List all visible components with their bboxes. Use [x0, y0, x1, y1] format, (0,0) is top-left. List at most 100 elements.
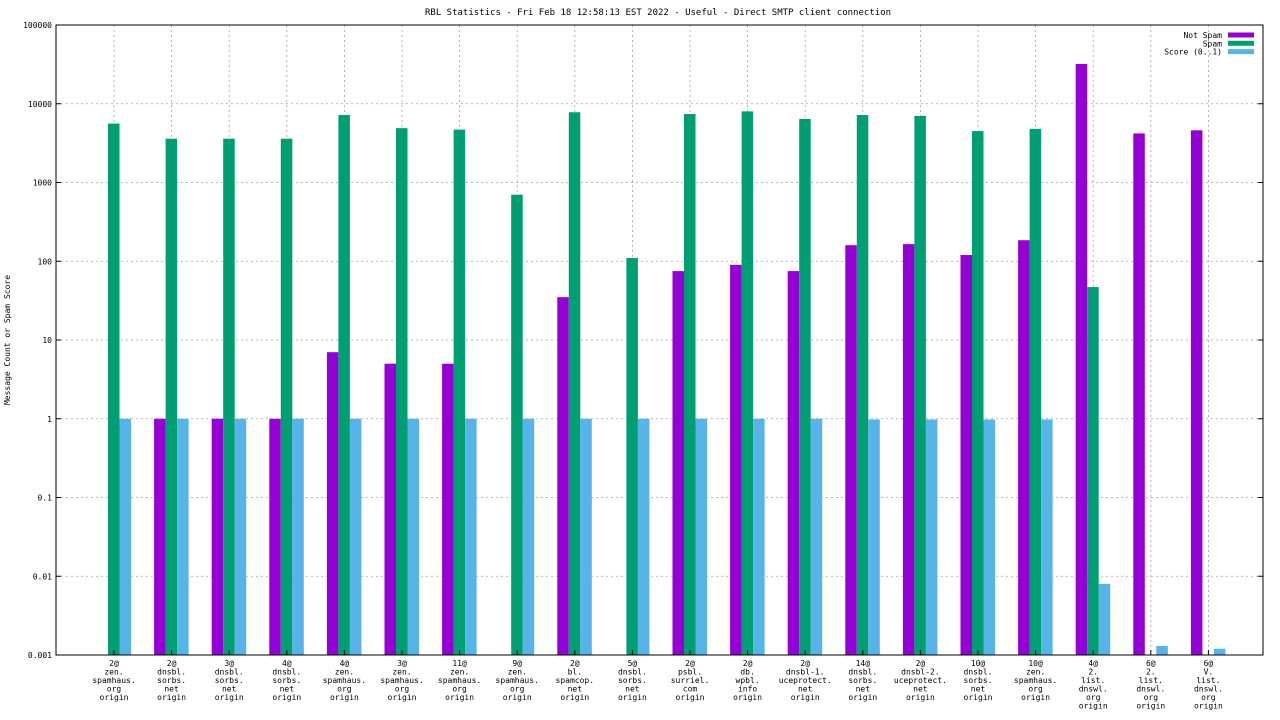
bar-not-spam — [384, 363, 396, 655]
x-category-label: net — [164, 685, 179, 694]
bar-score-0-1 — [349, 418, 362, 655]
x-category-label: uceprotect. — [894, 676, 947, 685]
legend-label: Not Spam — [1183, 31, 1222, 40]
x-category-label: sorbs. — [215, 676, 244, 685]
x-category-label: 11@ — [452, 659, 467, 668]
bar-not-spam — [1075, 63, 1088, 656]
legend-swatch — [1228, 40, 1254, 46]
x-category-label: list. — [1139, 676, 1163, 685]
x-category-label: 5@ — [628, 659, 638, 668]
x-category-label: origin — [330, 693, 359, 702]
x-axis-categories: 2@zen.spamhaus.orgorigin2@dnsbl.sorbs.ne… — [92, 659, 1223, 711]
bar-not-spam — [1018, 240, 1030, 656]
y-tick-label: 100 — [38, 257, 53, 266]
x-category-label: net — [222, 685, 237, 694]
x-category-label: info — [738, 685, 757, 694]
bar-spam — [626, 257, 638, 655]
bar-score-0-1 — [1156, 646, 1168, 655]
bar-not-spam — [269, 418, 281, 655]
x-category-label: 2. — [1088, 668, 1098, 677]
x-category-label: 6@ — [1204, 659, 1214, 668]
x-category-label: net — [798, 685, 813, 694]
x-category-label: origin — [733, 693, 762, 702]
x-category-label: 6@ — [1146, 659, 1156, 668]
x-category-label: spamhaus. — [380, 676, 423, 685]
legend-swatch — [1228, 32, 1254, 38]
bar-spam — [741, 111, 754, 656]
x-category-label: bl. — [568, 668, 582, 677]
bar-spam — [108, 123, 120, 655]
x-category-label: dnsbl-2. — [901, 668, 940, 677]
x-category-label: dnsbl. — [618, 668, 647, 677]
x-category-label: dnsbl. — [272, 668, 301, 677]
x-category-label: org — [1201, 693, 1216, 702]
bar-score-0-1 — [637, 418, 650, 655]
bar-score-0-1 — [868, 419, 880, 655]
x-category-label: net — [625, 685, 640, 694]
bar-score-0-1 — [695, 418, 707, 655]
x-category-label: dnsbl. — [964, 668, 993, 677]
x-category-label: 3@ — [224, 659, 234, 668]
x-category-label: origin — [388, 693, 417, 702]
bar-not-spam — [960, 255, 972, 656]
x-category-label: 10@ — [971, 659, 986, 668]
x-category-label: zen. — [508, 668, 527, 677]
y-axis-ticks: 0.001 0.01 0.1 1 10 100 1000 10000 100000 — [23, 21, 1263, 660]
x-category-label: origin — [503, 693, 532, 702]
bar-score-0-1 — [234, 418, 247, 655]
x-category-label: dnswl. — [1136, 685, 1165, 694]
x-category-label: 14@ — [856, 659, 871, 668]
bar-score-0-1 — [407, 418, 419, 655]
x-category-label: origin — [157, 693, 186, 702]
x-category-label: org — [1028, 685, 1043, 694]
bar-spam — [1029, 128, 1042, 656]
y-tick-label: 0.001 — [28, 651, 52, 660]
bar-not-spam — [1133, 133, 1145, 655]
x-category-label: origin — [215, 693, 244, 702]
x-category-label: zen. — [104, 668, 123, 677]
x-category-label: spamhaus. — [92, 676, 135, 685]
x-category-label: 10@ — [1028, 659, 1043, 668]
x-category-label: 2. — [1146, 668, 1156, 677]
bar-score-0-1 — [753, 418, 765, 655]
bar-score-0-1 — [1098, 583, 1111, 655]
bar-score-0-1 — [983, 419, 995, 655]
bar-spam — [223, 138, 235, 656]
bar-spam — [338, 114, 350, 656]
x-category-label: org — [1144, 693, 1159, 702]
bar-spam — [1087, 287, 1099, 655]
bar-not-spam — [672, 271, 684, 655]
x-category-label: 2@ — [167, 659, 177, 668]
x-category-label: spamhaus. — [438, 676, 481, 685]
y-tick-label: 1 — [47, 415, 52, 424]
bar-score-0-1 — [810, 418, 823, 655]
bar-not-spam — [211, 418, 224, 655]
bar-spam — [511, 194, 523, 655]
chart-title: RBL Statistics - Fri Feb 18 12:58:13 EST… — [425, 8, 891, 18]
x-category-label: origin — [964, 693, 993, 702]
x-category-label: spamcop. — [556, 676, 595, 685]
bar-spam — [856, 114, 869, 656]
x-category-label: org — [107, 685, 122, 694]
x-category-label: spamhaus. — [323, 676, 366, 685]
x-category-label: net — [913, 685, 928, 694]
x-category-label: list. — [1081, 676, 1105, 685]
x-category-label: 2@ — [109, 659, 119, 668]
x-category-label: org — [1086, 693, 1101, 702]
x-category-label: zen. — [450, 668, 469, 677]
bar-not-spam — [557, 297, 569, 655]
x-category-label: dnsbl. — [157, 668, 186, 677]
x-category-label: sorbs. — [964, 676, 993, 685]
x-category-label: 2@ — [570, 659, 580, 668]
x-category-label: origin — [1136, 702, 1165, 711]
x-category-label: 4@ — [340, 659, 350, 668]
y-tick-label: 10000 — [28, 100, 52, 109]
x-category-label: dnswl. — [1079, 685, 1108, 694]
x-category-label: origin — [272, 693, 301, 702]
x-category-label: surriel. — [671, 676, 710, 685]
y-tick-label: 1000 — [33, 179, 52, 188]
x-category-label: 2@ — [743, 659, 753, 668]
bar-not-spam — [845, 245, 857, 656]
